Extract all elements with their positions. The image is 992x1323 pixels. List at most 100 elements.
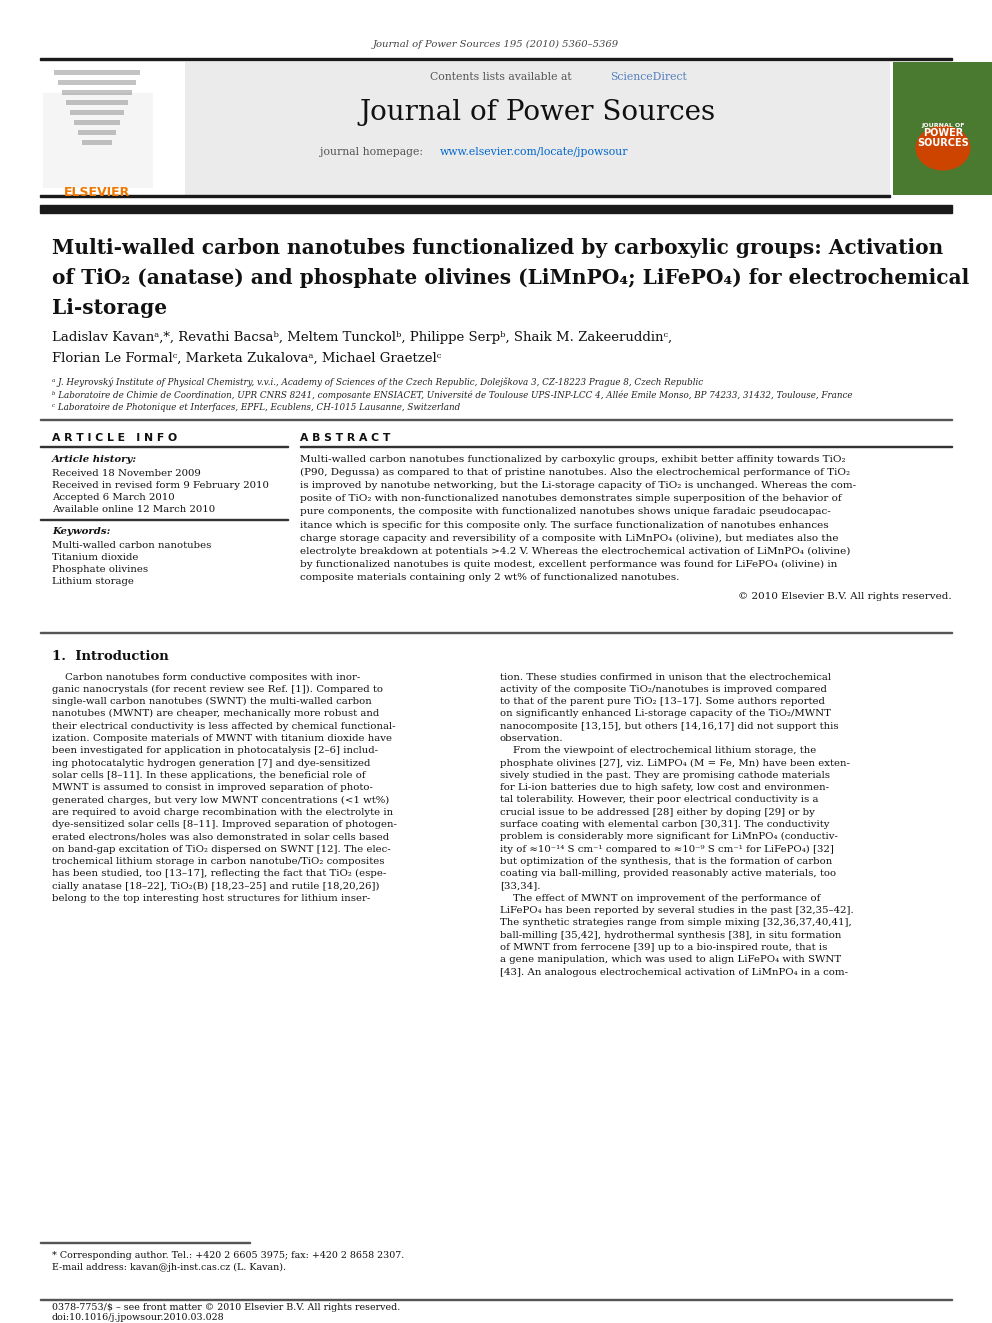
Text: Accepted 6 March 2010: Accepted 6 March 2010 — [52, 492, 175, 501]
Text: nanocomposite [13,15], but others [14,16,17] did not support this: nanocomposite [13,15], but others [14,16… — [500, 722, 838, 730]
Text: dye-sensitized solar cells [8–11]. Improved separation of photogen-: dye-sensitized solar cells [8–11]. Impro… — [52, 820, 397, 830]
Bar — [62, 90, 132, 95]
Text: * Corresponding author. Tel.: +420 2 6605 3975; fax: +420 2 8658 2307.: * Corresponding author. Tel.: +420 2 660… — [52, 1250, 405, 1259]
Text: itance which is specific for this composite only. The surface functionalization : itance which is specific for this compos… — [300, 520, 828, 529]
Text: crucial issue to be addressed [28] either by doping [29] or by: crucial issue to be addressed [28] eithe… — [500, 808, 814, 816]
Text: © 2010 Elsevier B.V. All rights reserved.: © 2010 Elsevier B.V. All rights reserved… — [738, 591, 952, 601]
Text: E-mail address: kavan@jh-inst.cas.cz (L. Kavan).: E-mail address: kavan@jh-inst.cas.cz (L.… — [52, 1262, 286, 1271]
Text: JOURNAL OF: JOURNAL OF — [922, 123, 965, 127]
Text: a gene manipulation, which was used to align LiFePO₄ with SWNT: a gene manipulation, which was used to a… — [500, 955, 841, 964]
Text: surface coating with elemental carbon [30,31]. The conductivity: surface coating with elemental carbon [3… — [500, 820, 829, 830]
Text: doi:10.1016/j.jpowsour.2010.03.028: doi:10.1016/j.jpowsour.2010.03.028 — [52, 1314, 224, 1323]
Bar — [78, 130, 116, 135]
Bar — [40, 62, 185, 194]
Text: for Li-ion batteries due to high safety, low cost and environmen-: for Li-ion batteries due to high safety,… — [500, 783, 829, 792]
Text: electrolyte breakdown at potentials >4.2 V. Whereas the electrochemical activati: electrolyte breakdown at potentials >4.2… — [300, 546, 850, 556]
Text: journal homepage:: journal homepage: — [320, 147, 427, 157]
Text: of MWNT from ferrocene [39] up to a bio-inspired route, that is: of MWNT from ferrocene [39] up to a bio-… — [500, 943, 827, 953]
Text: The effect of MWNT on improvement of the performance of: The effect of MWNT on improvement of the… — [500, 894, 820, 902]
Text: activity of the composite TiO₂/nanotubes is improved compared: activity of the composite TiO₂/nanotubes… — [500, 685, 827, 693]
Bar — [40, 58, 952, 60]
Text: by functionalized nanotubes is quite modest, excellent performance was found for: by functionalized nanotubes is quite mod… — [300, 560, 837, 569]
Text: Received 18 November 2009: Received 18 November 2009 — [52, 468, 200, 478]
Text: MWNT is assumed to consist in improved separation of photo-: MWNT is assumed to consist in improved s… — [52, 783, 373, 792]
Text: single-wall carbon nanotubes (SWNT) the multi-walled carbon: single-wall carbon nanotubes (SWNT) the … — [52, 697, 372, 706]
Text: 0378-7753/$ – see front matter © 2010 Elsevier B.V. All rights reserved.: 0378-7753/$ – see front matter © 2010 El… — [52, 1303, 400, 1311]
Text: ity of ≈10⁻¹⁴ S cm⁻¹ compared to ≈10⁻⁹ S cm⁻¹ for LiFePO₄) [32]: ity of ≈10⁻¹⁴ S cm⁻¹ compared to ≈10⁻⁹ S… — [500, 844, 834, 853]
Text: phosphate olivines [27], viz. LiMPO₄ (M = Fe, Mn) have been exten-: phosphate olivines [27], viz. LiMPO₄ (M … — [500, 758, 850, 767]
Text: sively studied in the past. They are promising cathode materials: sively studied in the past. They are pro… — [500, 771, 830, 779]
Text: ScienceDirect: ScienceDirect — [610, 71, 686, 82]
Text: coating via ball-milling, provided reasonably active materials, too: coating via ball-milling, provided reaso… — [500, 869, 836, 878]
Text: Phosphate olivines: Phosphate olivines — [52, 565, 148, 573]
Text: Keywords:: Keywords: — [52, 528, 110, 537]
Text: on significantly enhanced Li-storage capacity of the TiO₂/MWNT: on significantly enhanced Li-storage cap… — [500, 709, 831, 718]
Text: ᵃ J. Heyrovský Institute of Physical Chemistry, v.v.i., Academy of Sciences of t: ᵃ J. Heyrovský Institute of Physical Che… — [52, 377, 703, 386]
Text: observation.: observation. — [500, 734, 563, 744]
Bar — [82, 140, 112, 146]
Text: Titanium dioxide: Titanium dioxide — [52, 553, 138, 561]
Text: their electrical conductivity is less affected by chemical functional-: their electrical conductivity is less af… — [52, 722, 396, 730]
Bar — [185, 62, 890, 194]
Bar — [70, 110, 124, 115]
Bar — [74, 120, 120, 124]
Text: A R T I C L E   I N F O: A R T I C L E I N F O — [52, 433, 178, 443]
Bar — [58, 79, 136, 85]
Text: POWER: POWER — [923, 128, 963, 138]
Text: Li-storage: Li-storage — [52, 298, 167, 318]
Text: ᵇ Laboratoire de Chimie de Coordination, UPR CNRS 8241, composante ENSIACET, Uni: ᵇ Laboratoire de Chimie de Coordination,… — [52, 390, 852, 400]
Text: Lithium storage: Lithium storage — [52, 577, 134, 586]
Text: A B S T R A C T: A B S T R A C T — [300, 433, 391, 443]
Text: [43]. An analogous electrochemical activation of LiMnPO₄ in a com-: [43]. An analogous electrochemical activ… — [500, 967, 848, 976]
Text: charge storage capacity and reversibility of a composite with LiMnPO₄ (olivine),: charge storage capacity and reversibilit… — [300, 533, 838, 542]
Text: Multi-walled carbon nanotubes: Multi-walled carbon nanotubes — [52, 541, 211, 549]
Text: composite materials containing only 2 wt% of functionalized nanotubes.: composite materials containing only 2 wt… — [300, 573, 680, 582]
Text: to that of the parent pure TiO₂ [13–17]. Some authors reported: to that of the parent pure TiO₂ [13–17].… — [500, 697, 825, 706]
Text: 1.  Introduction: 1. Introduction — [52, 650, 169, 663]
Text: Article history:: Article history: — [52, 455, 137, 464]
Text: [33,34].: [33,34]. — [500, 881, 541, 890]
Text: erated electrons/holes was also demonstrated in solar cells based: erated electrons/holes was also demonstr… — [52, 832, 389, 841]
Text: LiFePO₄ has been reported by several studies in the past [32,35–42].: LiFePO₄ has been reported by several stu… — [500, 906, 854, 916]
Text: www.elsevier.com/locate/jpowsour: www.elsevier.com/locate/jpowsour — [440, 147, 629, 157]
Text: ing photocatalytic hydrogen generation [7] and dye-sensitized: ing photocatalytic hydrogen generation [… — [52, 758, 370, 767]
Text: nanotubes (MWNT) are cheaper, mechanically more robust and: nanotubes (MWNT) are cheaper, mechanical… — [52, 709, 379, 718]
Ellipse shape — [916, 126, 970, 171]
Bar — [43, 93, 153, 188]
Text: SOURCES: SOURCES — [918, 138, 969, 148]
Bar — [66, 101, 128, 105]
Text: The synthetic strategies range from simple mixing [32,36,37,40,41],: The synthetic strategies range from simp… — [500, 918, 852, 927]
Text: ELSEVIER: ELSEVIER — [63, 187, 130, 200]
Bar — [40, 418, 952, 419]
Text: posite of TiO₂ with non-functionalized nanotubes demonstrates simple superpositi: posite of TiO₂ with non-functionalized n… — [300, 493, 841, 503]
Text: trochemical lithium storage in carbon nanotube/TiO₂ composites: trochemical lithium storage in carbon na… — [52, 857, 385, 867]
Text: ᶜ Laboratoire de Photonique et Interfaces, EPFL, Ecublens, CH-1015 Lausanne, Swi: ᶜ Laboratoire de Photonique et Interface… — [52, 404, 460, 413]
Text: are required to avoid charge recombination with the electrolyte in: are required to avoid charge recombinati… — [52, 808, 393, 816]
Text: is improved by nanotube networking, but the Li-storage capacity of TiO₂ is uncha: is improved by nanotube networking, but … — [300, 480, 856, 490]
Text: solar cells [8–11]. In these applications, the beneficial role of: solar cells [8–11]. In these application… — [52, 771, 366, 779]
Text: From the viewpoint of electrochemical lithium storage, the: From the viewpoint of electrochemical li… — [500, 746, 816, 755]
Text: tion. These studies confirmed in unison that the electrochemical: tion. These studies confirmed in unison … — [500, 672, 831, 681]
Text: Contents lists available at: Contents lists available at — [430, 71, 575, 82]
Text: ball-milling [35,42], hydrothermal synthesis [38], in situ formation: ball-milling [35,42], hydrothermal synth… — [500, 931, 841, 939]
Text: Carbon nanotubes form conductive composites with inor-: Carbon nanotubes form conductive composi… — [52, 672, 360, 681]
Bar — [54, 70, 140, 75]
Text: (P90, Degussa) as compared to that of pristine nanotubes. Also the electrochemic: (P90, Degussa) as compared to that of pr… — [300, 467, 850, 476]
Text: ganic nanocrystals (for recent review see Ref. [1]). Compared to: ganic nanocrystals (for recent review se… — [52, 685, 383, 693]
Text: of TiO₂ (anatase) and phosphate olivines (LiMnPO₄; LiFePO₄) for electrochemical: of TiO₂ (anatase) and phosphate olivines… — [52, 269, 969, 288]
Bar — [40, 205, 952, 213]
Text: pure components, the composite with functionalized nanotubes shows unique farada: pure components, the composite with func… — [300, 507, 830, 516]
Text: Received in revised form 9 February 2010: Received in revised form 9 February 2010 — [52, 480, 269, 490]
Text: cially anatase [18–22], TiO₂(B) [18,23–25] and rutile [18,20,26]): cially anatase [18–22], TiO₂(B) [18,23–2… — [52, 881, 380, 890]
Text: Journal of Power Sources 195 (2010) 5360–5369: Journal of Power Sources 195 (2010) 5360… — [373, 40, 619, 49]
Bar — [893, 62, 992, 194]
Text: on band-gap excitation of TiO₂ dispersed on SWNT [12]. The elec-: on band-gap excitation of TiO₂ dispersed… — [52, 844, 391, 853]
Text: Multi-walled carbon nanotubes functionalized by carboxylic groups: Activation: Multi-walled carbon nanotubes functional… — [52, 238, 943, 258]
Text: has been studied, too [13–17], reflecting the fact that TiO₂ (espe-: has been studied, too [13–17], reflectin… — [52, 869, 386, 878]
Text: been investigated for application in photocatalysis [2–6] includ-: been investigated for application in pho… — [52, 746, 378, 755]
Text: Florian Le Formalᶜ, Marketa Zukalovaᵃ, Michael Graetzelᶜ: Florian Le Formalᶜ, Marketa Zukalovaᵃ, M… — [52, 352, 441, 365]
Text: Available online 12 March 2010: Available online 12 March 2010 — [52, 504, 215, 513]
Text: Ladislav Kavanᵃ,*, Revathi Bacsaᵇ, Meltem Tunckolᵇ, Philippe Serpᵇ, Shaik M. Zak: Ladislav Kavanᵃ,*, Revathi Bacsaᵇ, Melte… — [52, 332, 673, 344]
Text: tal tolerability. However, their poor electrical conductivity is a: tal tolerability. However, their poor el… — [500, 795, 818, 804]
Text: ization. Composite materials of MWNT with titanium dioxide have: ization. Composite materials of MWNT wit… — [52, 734, 392, 744]
